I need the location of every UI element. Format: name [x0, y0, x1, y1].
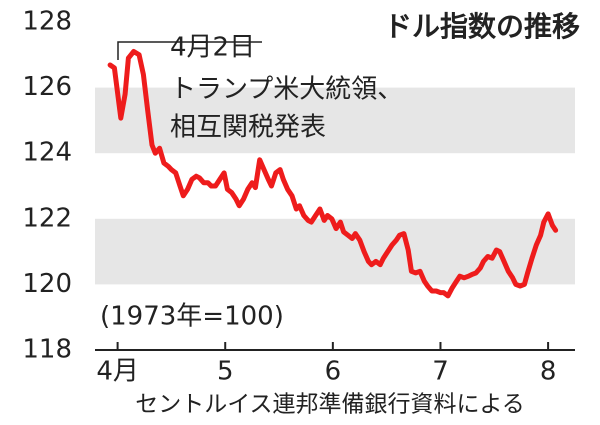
y-tick-label: 126	[22, 72, 72, 102]
y-tick-label: 122	[22, 203, 72, 233]
annotation-leader	[117, 41, 262, 60]
line	[107, 49, 559, 299]
annotation-date: 4月2日	[170, 33, 255, 63]
y-tick-label: 120	[22, 269, 72, 299]
x-tick-label: 8	[540, 357, 557, 387]
y-tick-label: 118	[22, 335, 72, 365]
x-tick-label: 4月	[96, 357, 139, 387]
annotation-text: トランプ米大統領、	[170, 75, 403, 105]
note: (1973年=100)	[100, 302, 284, 332]
x-tick-label: 5	[217, 357, 234, 387]
band	[95, 87, 575, 154]
x-tick-label: 7	[432, 357, 449, 387]
source: セントルイス連邦準備銀行資料による	[135, 392, 525, 418]
chart-title: ドル指数の推移	[384, 10, 580, 43]
x-tick-label: 6	[325, 357, 342, 387]
y-tick-label: 128	[22, 7, 72, 37]
axes: 118 120 122 124 126 128 4月 5 6 7 8	[22, 7, 575, 387]
y-tick-label: 124	[22, 138, 72, 168]
annotation-text: 相互関税発表	[170, 113, 326, 143]
